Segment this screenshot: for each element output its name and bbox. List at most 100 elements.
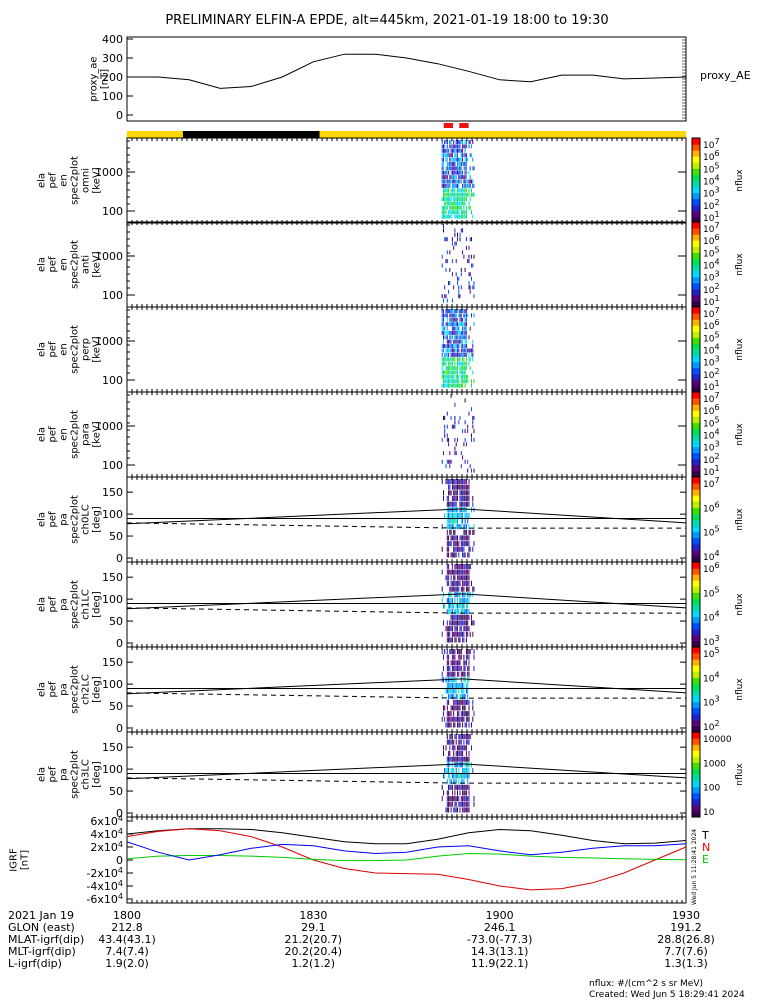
spectrogram-cell (441, 352, 443, 357)
spectrogram-cell (462, 161, 464, 166)
spectrogram-cell (453, 586, 455, 592)
spectrogram-cell (457, 597, 458, 603)
spectrogram-cell (463, 564, 465, 570)
spectrogram-cell (459, 313, 461, 318)
orbit-row-value: 20.2(20.4) (285, 945, 343, 958)
colorbar-tick-label: 104 (703, 174, 720, 188)
spectrogram-cell (450, 201, 452, 206)
spectrogram-cell (465, 313, 467, 318)
spectrogram-cell (451, 705, 453, 711)
spectrogram-cell (462, 197, 464, 202)
spectrogram-cell (460, 575, 462, 581)
spectrogram-cell (454, 716, 456, 722)
spectrogram-cell (460, 541, 462, 547)
spectrogram-cell (453, 654, 455, 660)
spectrogram-cell (467, 518, 469, 524)
spectrogram-cell (443, 750, 444, 756)
spectrogram-cell (468, 807, 470, 813)
spectrogram-cell (446, 637, 448, 643)
spectrogram-cell (462, 507, 464, 513)
spectrogram-cell (454, 383, 456, 388)
spectrogram-cell (455, 335, 457, 340)
spectrogram-cell (451, 383, 453, 388)
spectrogram-cell (457, 379, 458, 384)
y-axis-label-line: [keV] (92, 167, 103, 193)
spectrogram-cell (448, 201, 450, 206)
y-tick-label: 100 (102, 459, 123, 472)
spectrogram-cell (441, 586, 443, 592)
spectrogram-cell (450, 352, 452, 357)
spectrogram-cell (459, 716, 461, 722)
panel-frame (126, 221, 687, 308)
spectrogram-cell (443, 144, 444, 149)
figure-title: PRELIMINARY ELFIN-A EPDE, alt=445km, 202… (165, 13, 608, 28)
y-axis-label-line: pef (48, 426, 59, 443)
spectrogram-cell (459, 197, 461, 202)
spectrogram-cell (467, 597, 469, 603)
spectrogram-cell (443, 317, 444, 322)
y-axis-label-line: ela (37, 342, 48, 357)
spectrogram-cell (465, 479, 467, 485)
spectrogram-cell (460, 512, 462, 518)
spectrogram-cell (441, 175, 443, 180)
spectrogram-cell (464, 383, 466, 388)
spectrogram-cell (449, 361, 451, 366)
spectrogram-cell (445, 294, 447, 299)
colorbar-tick-label: 105 (703, 330, 720, 344)
spectrogram-cell (453, 739, 455, 745)
colorbar-segment (692, 337, 700, 344)
spectrogram-cell (453, 671, 455, 677)
spectrogram-cell (454, 790, 456, 796)
spectrogram-cell (449, 370, 451, 375)
spectrogram-cell (453, 495, 455, 501)
spectrogram-cell (445, 357, 447, 362)
spectrogram-cell (450, 580, 452, 586)
spectrogram-cell (441, 784, 443, 790)
spectrogram-cell (449, 144, 451, 149)
spectrogram-cell (465, 512, 467, 518)
spectrogram-cell (454, 722, 456, 728)
spectrogram-cell (468, 524, 470, 530)
spectrogram-cell (449, 529, 451, 535)
spectrogram-cell (455, 479, 457, 485)
y-axis-label-line: en (59, 174, 70, 187)
spectrogram-cell (457, 649, 458, 655)
spectrogram-cell (449, 637, 451, 643)
spectrogram-cell (469, 205, 471, 210)
spectrogram-cell (454, 348, 456, 353)
colorbar-label: nflux (735, 169, 745, 192)
spectrogram-cell (454, 552, 456, 558)
spectrogram-cell (462, 762, 464, 768)
spectrogram-cell (451, 326, 453, 331)
spectrogram-cell (465, 609, 467, 615)
orbit-row-value: 212.8 (111, 921, 143, 934)
spectrogram-cell (446, 188, 448, 193)
y-tick-label: 150 (102, 656, 123, 669)
spectrogram-cell (443, 205, 444, 210)
colorbar-segment (692, 507, 700, 514)
spectrogram-cell (445, 322, 447, 327)
spectrogram-cell (449, 490, 451, 496)
colorbar-segment (692, 138, 700, 145)
spectrogram-cell (441, 317, 443, 322)
spectrogram-cell (468, 654, 470, 660)
spectrogram-cell (459, 801, 461, 807)
spectrogram-cell (454, 192, 456, 197)
y-tick-label: 1000 (95, 250, 123, 263)
spectrogram-cell (455, 535, 457, 541)
spectrogram-cell (463, 711, 465, 717)
spectrogram-cell (464, 535, 466, 541)
spectrogram-cell (465, 626, 467, 632)
spectrogram-cell (460, 784, 462, 790)
spectrogram-cell (469, 649, 471, 655)
spectrogram-cell (455, 716, 457, 722)
spectrogram-cell (468, 801, 470, 807)
spectrogram-cell (467, 699, 469, 705)
spectrogram-cell (467, 631, 469, 637)
spectrogram-cell (457, 745, 458, 751)
spectrogram-cell (441, 179, 443, 184)
spectrogram-cell (463, 609, 465, 615)
colorbar-tick-label: 104 (703, 258, 720, 272)
spectrogram-cell (449, 597, 451, 603)
